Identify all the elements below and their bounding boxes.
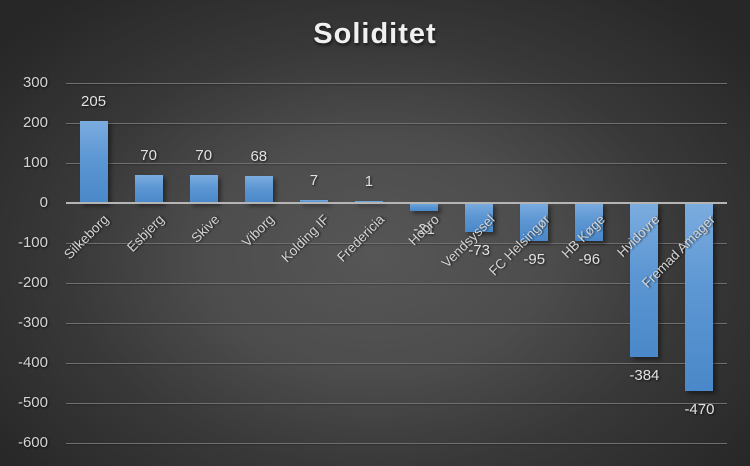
bar-data-label: 7 — [309, 172, 319, 190]
y-axis-tick-label: -400 — [17, 354, 48, 371]
category-label-viborg: Viborg — [239, 211, 278, 250]
bar-data-label: -95 — [523, 251, 546, 268]
zero-axis-line — [66, 202, 727, 204]
bar-hobro[interactable] — [410, 203, 439, 212]
bar-data-label: 68 — [250, 147, 268, 165]
bar-hvidovre[interactable] — [630, 203, 659, 357]
y-axis-tick-label: 300 — [22, 74, 48, 91]
gridline — [66, 163, 727, 164]
category-label-kolding-if: Kolding IF — [278, 211, 333, 266]
bar-vendsyssel[interactable] — [465, 203, 494, 233]
bar-kolding-if[interactable] — [299, 200, 328, 203]
y-axis-tick-label: -300 — [17, 314, 48, 331]
y-axis-tick-label: 0 — [39, 194, 48, 211]
category-label-silkeborg: Silkeborg — [61, 211, 112, 263]
category-label-skive: Skive — [188, 211, 223, 246]
gridline — [66, 403, 727, 404]
bar-data-label: -96 — [578, 251, 601, 269]
bar-data-label: 70 — [140, 147, 157, 164]
bar-silkeborg[interactable] — [79, 121, 108, 203]
bar-esbjerg[interactable] — [134, 175, 163, 203]
gridline — [66, 283, 727, 284]
gridline — [66, 363, 727, 364]
bar-fc-helsing-r[interactable] — [520, 203, 549, 241]
gridline — [66, 443, 727, 444]
category-label-esbjerg: Esbjerg — [123, 211, 167, 255]
y-axis-tick-label: -100 — [17, 234, 48, 251]
bar-skive[interactable] — [189, 175, 218, 203]
bar-data-label: 205 — [81, 93, 107, 110]
y-axis-tick-label: 100 — [22, 154, 48, 171]
bar-hb-k-ge[interactable] — [575, 203, 604, 242]
gridline — [66, 323, 727, 324]
bar-data-label: 1 — [364, 173, 374, 190]
y-axis-tick-label: 200 — [22, 114, 48, 131]
y-axis-tick-label: -600 — [17, 434, 48, 451]
category-label-fredericia: Fredericia — [334, 211, 388, 265]
chart-title: Soliditet — [313, 18, 437, 50]
bar-viborg[interactable] — [244, 175, 273, 203]
y-axis-tick-label: -500 — [17, 394, 48, 411]
bar-data-label: -470 — [684, 401, 715, 418]
bar-data-label: -21 — [413, 221, 435, 239]
gridline — [66, 243, 727, 244]
y-axis-tick-label: -200 — [17, 274, 48, 291]
gridline — [66, 123, 727, 124]
bar-data-label: -73 — [468, 242, 490, 260]
bar-fremad-amager[interactable] — [685, 203, 714, 391]
bar-data-label: -384 — [629, 366, 660, 384]
bar-data-label: 70 — [195, 147, 213, 164]
gridline — [66, 83, 727, 84]
